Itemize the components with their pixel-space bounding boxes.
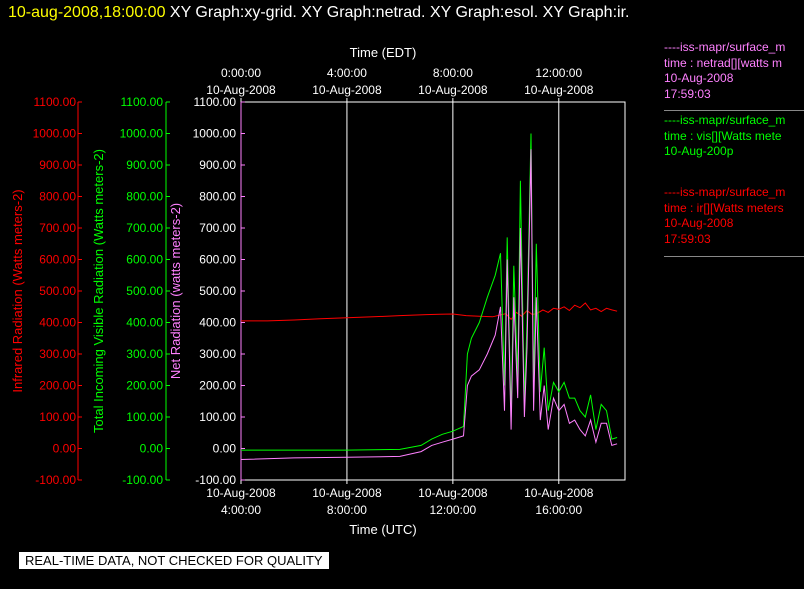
x-top-tick-label-time: 4:00:00 [327,66,367,80]
y-tick-label: 0.00 [140,442,164,456]
x-tick-label-date: 10-Aug-2008 [206,486,276,500]
y-tick-label: 100.00 [39,410,76,424]
y-axis-title: Infrared Radiation (Watts meters-2) [10,189,25,392]
y-tick-label: 700.00 [39,221,76,235]
y-tick-label: 1100.00 [194,95,237,109]
y-tick-label: 100.00 [126,410,163,424]
y-tick-label: 300.00 [126,347,163,361]
legend-ir-head: ----iss-mapr/surface_m [664,185,786,199]
y-tick-label: 400.00 [199,316,236,330]
timestamp-label: 10-aug-2008,18:00:00 [8,4,166,21]
x-top-tick-label-time: 8:00:00 [433,66,473,80]
y-tick-label: 1000.00 [120,127,164,141]
legend-netrad-line3: 17:59:03 [664,86,711,101]
y-tick-label: 300.00 [199,347,236,361]
y-tick-label: 500.00 [39,284,76,298]
x-tick-label-date: 10-Aug-2008 [312,486,382,500]
y-tick-label: 400.00 [39,316,76,330]
graph-label-netrad[interactable]: XY Graph:netrad. [301,4,426,21]
legend-vis-line2: 10-Aug-200p [664,144,734,158]
y-tick-label: 1100.00 [121,95,164,109]
y-tick-label: 700.00 [126,221,163,235]
y-tick-label: -100.00 [195,473,236,487]
y-tick-label: -100.00 [35,473,76,487]
y-tick-label: 800.00 [39,190,76,204]
y-tick-label: -100.00 [122,473,163,487]
series-line [240,149,618,460]
legend-divider [664,256,804,257]
y-tick-label: 1100.00 [34,95,77,109]
x-tick-label-time: 8:00:00 [327,503,367,517]
y-tick-label: 900.00 [199,158,236,172]
y-axis-title: Net Radiation (watts meters-2) [168,203,183,379]
x-top-tick-label-date: 10-Aug-2008 [206,83,276,97]
graph-label-esol[interactable]: XY Graph:esol. [429,4,539,21]
graph-label-xy-grid[interactable]: XY Graph:xy-grid. [169,4,297,21]
series-line [241,133,618,451]
quality-warning-banner: REAL-TIME DATA, NOT CHECKED FOR QUALITY [19,552,329,569]
x-axis-title-bottom: Time (UTC) [349,522,416,537]
legend-ir-line1: time : ir[][Watts meters [664,200,784,215]
x-top-tick-label-date: 10-Aug-2008 [524,83,594,97]
series-line [241,302,618,322]
legend-vis-head: ----iss-mapr/surface_m [664,113,786,127]
y-tick-label: 1000.00 [193,127,237,141]
y-tick-label: 900.00 [39,158,76,172]
x-axis-title-top: Time (EDT) [350,45,417,60]
title-bar: 10-aug-2008,18:00:00 XY Graph:xy-grid. X… [8,4,629,22]
x-tick-label-time: 4:00:00 [221,503,261,517]
y-tick-label: 900.00 [126,158,163,172]
x-tick-label-date: 10-Aug-2008 [524,486,594,500]
x-top-tick-label-date: 10-Aug-2008 [418,83,488,97]
y-tick-label: 0.00 [213,442,237,456]
y-tick-label: 500.00 [199,284,236,298]
legend-ir-line3: 17:59:03 [664,231,711,246]
y-tick-label: 600.00 [199,253,236,267]
y-tick-label: 600.00 [39,253,76,267]
x-tick-label-time: 16:00:00 [535,503,582,517]
legend-divider [664,110,804,111]
legend-vis[interactable]: ----iss-mapr/surface_m time : vis[][Watt… [664,113,804,160]
x-top-tick-label-time: 12:00:00 [535,66,582,80]
x-tick-label-time: 12:00:00 [430,503,477,517]
y-tick-label: 0.00 [53,442,77,456]
legend-ir[interactable]: ----iss-mapr/surface_m time : ir[][Watts… [664,185,804,247]
legend-netrad-head: ----iss-mapr/surface_m [664,40,786,54]
graph-label-ir[interactable]: XY Graph:ir. [542,4,630,21]
y-tick-label: 400.00 [126,316,163,330]
y-tick-label: 100.00 [199,410,236,424]
y-tick-label: 800.00 [126,190,163,204]
y-tick-label: 500.00 [126,284,163,298]
legend-ir-line2: 10-Aug-2008 [664,216,734,230]
legend-netrad-line1: time : netrad[][watts m [664,55,783,70]
legend-vis-line1: time : vis[][Watts mete [664,128,782,143]
y-tick-label: 200.00 [39,379,76,393]
plot-frame [240,101,626,481]
y-tick-label: 1000.00 [33,127,77,141]
x-top-tick-label-date: 10-Aug-2008 [312,83,382,97]
y-tick-label: 700.00 [199,221,236,235]
legend-netrad[interactable]: ----iss-mapr/surface_m time : netrad[][w… [664,40,804,102]
y-tick-label: 200.00 [199,379,236,393]
x-tick-label-date: 10-Aug-2008 [418,486,488,500]
legend-netrad-line2: 10-Aug-2008 [664,71,734,85]
y-tick-label: 600.00 [126,253,163,267]
y-tick-label: 200.00 [126,379,163,393]
x-top-tick-label-time: 0:00:00 [221,66,261,80]
y-tick-label: 300.00 [39,347,76,361]
y-tick-label: 800.00 [199,190,236,204]
y-axis-title: Total Incoming Visible Radiation (Watts … [91,149,106,433]
